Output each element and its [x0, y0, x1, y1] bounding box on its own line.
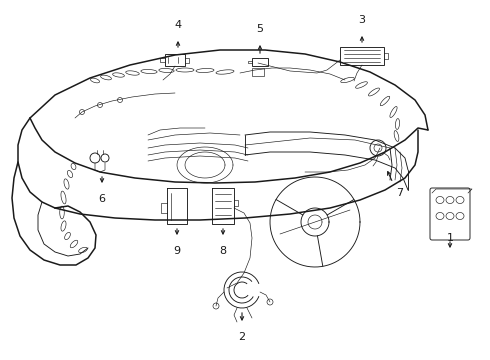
- Bar: [165, 54, 185, 66]
- Text: 9: 9: [173, 246, 180, 256]
- Text: 8: 8: [220, 246, 226, 256]
- Text: 7: 7: [396, 188, 403, 198]
- Text: 3: 3: [359, 15, 366, 25]
- Bar: [252, 68, 264, 76]
- Text: 6: 6: [98, 194, 105, 204]
- Text: 2: 2: [239, 332, 245, 342]
- Text: 1: 1: [446, 233, 454, 243]
- Text: 4: 4: [174, 20, 182, 30]
- Bar: [340, 47, 384, 65]
- Bar: [252, 58, 268, 66]
- Text: 5: 5: [256, 24, 264, 34]
